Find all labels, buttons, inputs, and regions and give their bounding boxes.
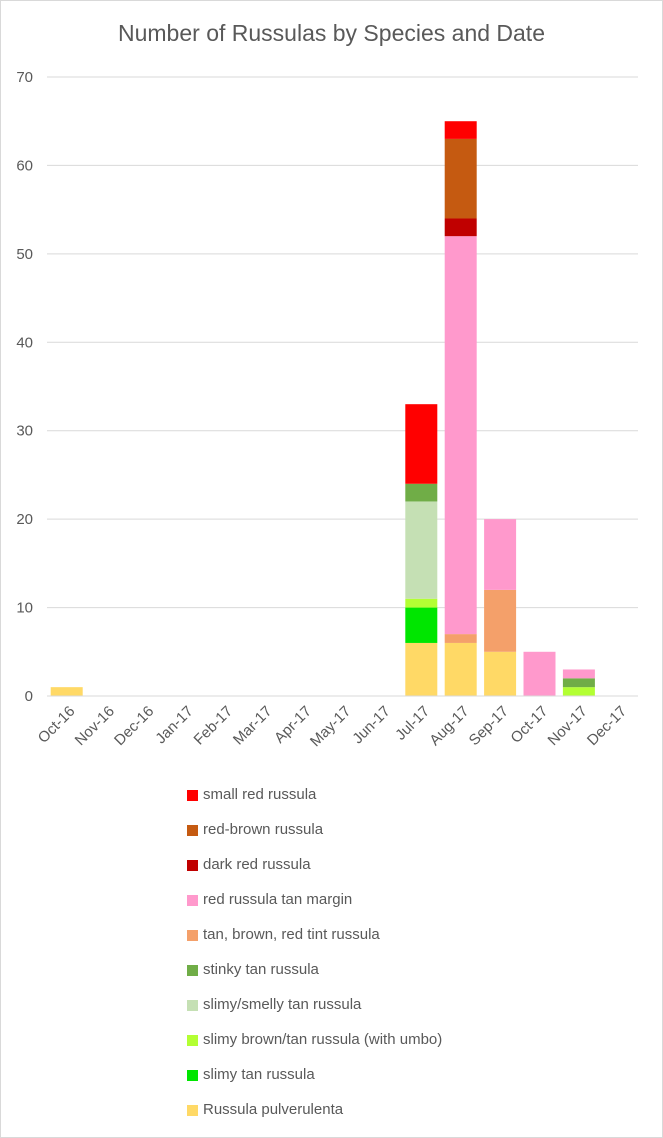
- x-tick-label: Aug-17: [426, 703, 472, 749]
- y-tick-label: 0: [25, 688, 33, 705]
- bar-segment: [405, 607, 438, 643]
- y-axis-tick-labels: 0 10 20 30 40 50 60 70: [16, 69, 33, 705]
- legend-label: slimy brown/tan russula (with umbo): [203, 1031, 443, 1048]
- legend-label: red russula tan margin: [203, 891, 353, 908]
- bar-segment: [405, 642, 438, 696]
- y-tick-label: 40: [16, 334, 33, 351]
- legend-swatch: [187, 1105, 198, 1116]
- bar-segment: [444, 138, 477, 219]
- bar-segment: [484, 651, 517, 696]
- x-tick-label: Jan-17: [152, 703, 196, 747]
- legend-swatch: [187, 930, 198, 941]
- legend-label: red-brown russula: [203, 821, 324, 838]
- x-tick-label: Oct-17: [507, 703, 551, 747]
- legend-label: stinky tan russula: [203, 961, 319, 978]
- bar-segment: [405, 598, 438, 608]
- bar-segment: [444, 642, 477, 696]
- bar-segment: [562, 678, 595, 688]
- x-tick-label: Dec-17: [584, 703, 630, 749]
- legend-swatch: [187, 790, 198, 801]
- bar-segment: [444, 218, 477, 237]
- y-tick-label: 20: [16, 511, 33, 528]
- legend-swatch: [187, 1070, 198, 1081]
- y-tick-label: 10: [16, 600, 33, 617]
- bar-segment: [484, 519, 517, 590]
- bar-segment: [444, 121, 477, 139]
- bar-segment: [523, 651, 556, 696]
- bar-segment: [405, 483, 438, 502]
- bar-segment: [50, 687, 83, 696]
- legend-label: slimy/smelly tan russula: [203, 996, 362, 1013]
- x-tick-label: Dec-16: [111, 703, 157, 749]
- legend-swatch: [187, 860, 198, 871]
- x-tick-label: Nov-16: [72, 703, 118, 749]
- x-tick-label: Sep-17: [466, 703, 512, 749]
- x-tick-label: Mar-17: [230, 703, 276, 749]
- bar-segment: [444, 634, 477, 643]
- legend-swatch: [187, 1000, 198, 1011]
- plot-area: 0 10 20 30 40 50 60 70 Oct-16Nov-16Dec-16Jan-17…: [16, 69, 638, 750]
- legend-swatch: [187, 825, 198, 836]
- x-tick-label: May-17: [307, 703, 354, 750]
- legend-label: small red russula: [203, 786, 317, 803]
- x-tick-label: Nov-17: [545, 703, 591, 749]
- bar-segment: [562, 669, 595, 679]
- x-tick-label: Jun-17: [349, 703, 393, 747]
- bar-segment: [405, 404, 438, 484]
- bar-segment: [444, 236, 477, 635]
- y-tick-label: 70: [16, 69, 33, 86]
- legend-label: Russula pulverulenta: [203, 1101, 344, 1118]
- chart-title: Number of Russulas by Species and Date: [118, 20, 545, 46]
- y-tick-label: 30: [16, 423, 33, 440]
- bar-segment: [562, 687, 595, 696]
- legend-label: tan, brown, red tint russula: [203, 926, 380, 943]
- bars: [50, 121, 595, 696]
- legend-swatch: [187, 895, 198, 906]
- bar-segment: [405, 501, 438, 599]
- y-tick-label: 50: [16, 246, 33, 263]
- legend-label: dark red russula: [203, 856, 311, 873]
- bar-segment: [484, 589, 517, 652]
- x-tick-label: Oct-16: [35, 703, 79, 747]
- x-tick-label: Feb-17: [190, 703, 236, 749]
- legend-swatch: [187, 965, 198, 976]
- legend-label: slimy tan russula: [203, 1066, 315, 1083]
- y-tick-label: 60: [16, 157, 33, 174]
- legend-swatch: [187, 1035, 198, 1046]
- gridlines: [47, 76, 638, 609]
- x-axis-tick-labels: Oct-16Nov-16Dec-16Jan-17Feb-17Mar-17Apr-…: [35, 703, 630, 750]
